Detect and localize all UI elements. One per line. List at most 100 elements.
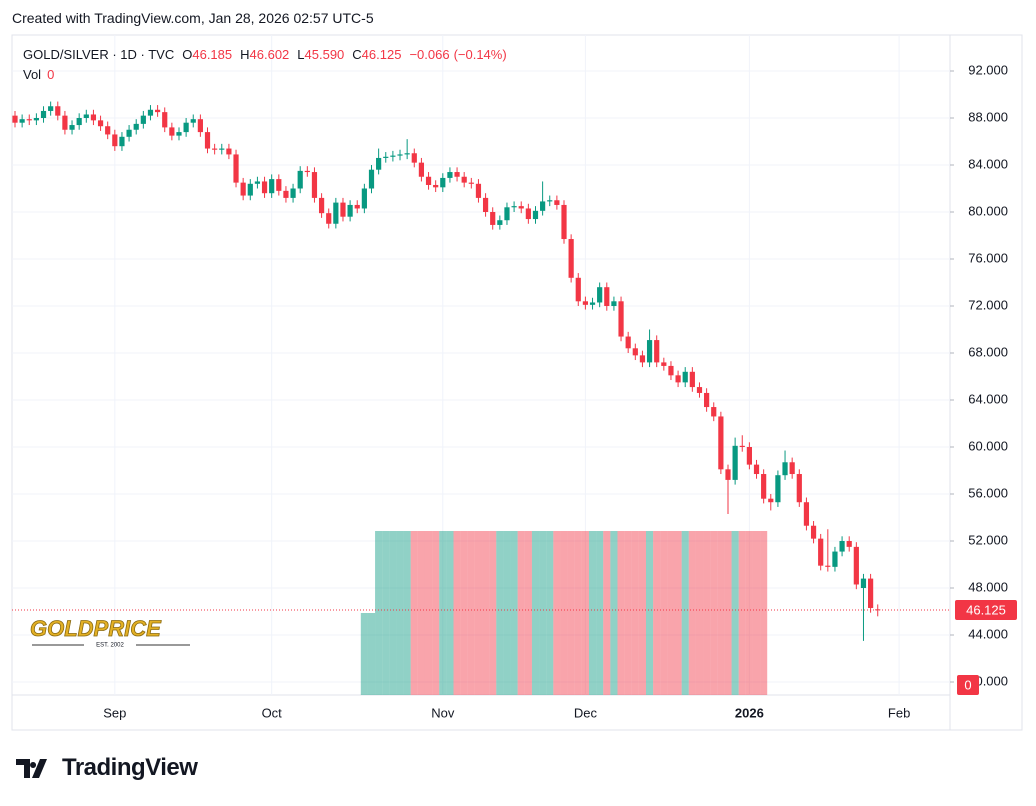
- candle-body: [468, 182, 474, 184]
- candle-body: [725, 469, 731, 480]
- volume-bar: [717, 531, 725, 695]
- candle-body: [33, 118, 39, 121]
- candle-body: [240, 182, 246, 196]
- candle-body: [19, 119, 25, 123]
- watermark-title: GOLDPRICE: [30, 616, 162, 641]
- volume-bar: [424, 531, 433, 695]
- candle-body: [661, 362, 667, 366]
- candle-body: [12, 115, 18, 123]
- volume-bar: [417, 531, 425, 695]
- volume-bar: [546, 531, 554, 695]
- candle-body: [832, 551, 838, 567]
- volume-bar: [610, 531, 618, 695]
- volume-bar: [638, 531, 647, 695]
- volume-bar: [738, 531, 746, 695]
- candle-body: [169, 127, 175, 136]
- volume-bar: [367, 613, 376, 695]
- candle-body: [746, 447, 752, 465]
- candle-body: [575, 277, 581, 302]
- volume-bar: [710, 531, 718, 695]
- volume-bar: [482, 531, 490, 695]
- candle-body: [376, 157, 382, 170]
- candle-body: [860, 578, 867, 588]
- candle-body: [119, 136, 125, 147]
- volume-badge: [957, 675, 979, 695]
- volume-bar: [510, 531, 518, 695]
- ohlc-name: H: [240, 47, 250, 62]
- symbol: GOLD/SILVER · 1D · TVC: [23, 47, 175, 62]
- x-tick-label: Sep: [103, 705, 126, 720]
- candle-body: [83, 114, 89, 118]
- volume-bar: [524, 531, 532, 695]
- volume-bar: [474, 531, 483, 695]
- candle-body: [504, 207, 510, 221]
- candle-body: [425, 176, 432, 185]
- candle-body: [654, 340, 660, 363]
- candle-body: [853, 546, 859, 585]
- axes: 40.00044.00048.00052.00056.00060.00064.0…: [103, 62, 1017, 720]
- candle-body: [318, 197, 325, 214]
- volume-bar: [489, 531, 497, 695]
- candle-body: [112, 134, 118, 147]
- volume-bar: [745, 531, 753, 695]
- candle-body: [696, 387, 703, 393]
- footer: TradingView: [62, 754, 198, 781]
- y-tick-label: 72.000: [968, 297, 1008, 312]
- candle-body: [304, 170, 310, 173]
- x-tick-label: Dec: [574, 705, 598, 720]
- tv-logo: [16, 759, 47, 778]
- candle-body: [133, 123, 139, 130]
- candle-body: [718, 416, 724, 470]
- candle-body: [561, 204, 567, 240]
- candle-body: [105, 126, 111, 135]
- candle-body: [461, 176, 467, 183]
- candle-body: [247, 183, 253, 196]
- volume-name: Vol: [23, 67, 42, 82]
- candle-body: [212, 148, 218, 150]
- ohlc-value: 46.125: [361, 47, 402, 62]
- candle-body: [97, 120, 104, 127]
- candle-body: [397, 154, 403, 156]
- header: Created with TradingView.com, Jan 28, 20…: [12, 10, 374, 26]
- candle-body: [204, 132, 211, 149]
- volume-bar: [531, 531, 540, 695]
- volume-bar: [660, 531, 668, 695]
- tv-logo-icon: [16, 759, 47, 778]
- candle-body: [532, 210, 539, 220]
- volume-bar: [432, 531, 440, 695]
- candle-body: [789, 462, 795, 475]
- volume-bar: [453, 531, 461, 695]
- y-tick-label: 64.000: [968, 391, 1008, 406]
- candle-body: [753, 464, 760, 475]
- candle-body: [490, 212, 496, 225]
- volume-bar: [460, 531, 468, 695]
- candle-body: [803, 502, 810, 526]
- candle-body: [254, 181, 261, 184]
- volume-bar: [382, 531, 390, 695]
- candle-body: [140, 115, 146, 124]
- candle-body: [875, 609, 881, 611]
- candle-body: [62, 115, 68, 130]
- candle-body: [589, 302, 596, 305]
- candle-body: [796, 474, 802, 503]
- candle-body: [40, 110, 47, 118]
- y-tick-label: 80.000: [968, 203, 1008, 218]
- volume-bar: [396, 531, 404, 695]
- volume-bar: [695, 531, 704, 695]
- volume-bar: [724, 531, 732, 695]
- candle-body: [447, 172, 453, 178]
- candle-body: [646, 340, 653, 363]
- volume-bar: [446, 531, 454, 695]
- y-tick-label: 92.000: [968, 62, 1008, 77]
- candle-body: [825, 565, 831, 567]
- ohlc-value: 46.185: [192, 47, 233, 62]
- last-price-badge: [955, 600, 1017, 621]
- volume-bar: [403, 531, 411, 695]
- candle-body: [768, 498, 774, 503]
- volume-bar: [574, 531, 582, 695]
- candle-body: [69, 125, 75, 130]
- x-tick-label: Nov: [431, 705, 455, 720]
- candle-body: [711, 407, 717, 417]
- candle-body: [554, 200, 560, 205]
